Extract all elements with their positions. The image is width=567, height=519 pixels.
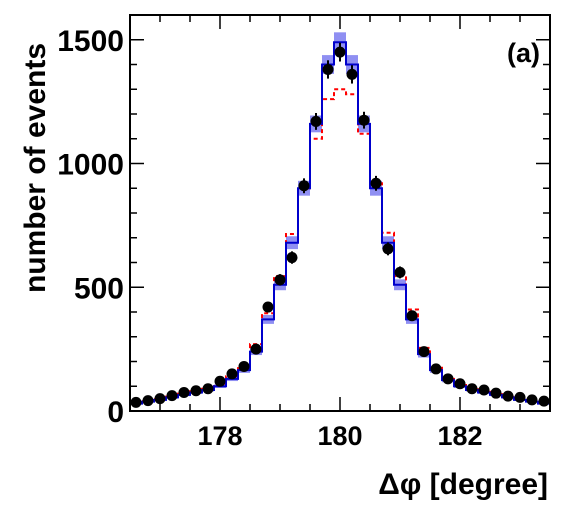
data-point	[250, 343, 262, 355]
y-axis-label: number of events	[19, 43, 52, 293]
data-point	[214, 375, 226, 387]
data-points-layer	[130, 42, 550, 408]
data-point	[310, 115, 322, 127]
data-point	[202, 383, 214, 395]
data-point	[346, 68, 358, 80]
uncertainty-band-layer	[130, 32, 550, 405]
sim-histogram-line	[130, 41, 550, 405]
data-point	[502, 390, 514, 402]
plot-frame	[129, 14, 551, 412]
data-point	[226, 368, 238, 380]
data-point	[334, 46, 346, 58]
data-point	[478, 384, 490, 396]
panel-label: (a)	[507, 38, 540, 68]
data-point	[466, 383, 478, 395]
data-point	[322, 63, 334, 75]
data-point	[526, 394, 538, 406]
axis-ticks-layer: 178 180 182 0 500 1000 1500	[57, 14, 550, 451]
data-point	[274, 274, 286, 286]
data-point	[394, 266, 406, 278]
data-point	[298, 180, 310, 192]
x-tick-label: 182	[437, 421, 482, 451]
data-point	[514, 391, 526, 403]
data-point	[166, 390, 178, 402]
y-tick-label: 1000	[57, 149, 124, 182]
data-point	[442, 373, 454, 385]
data-point	[190, 385, 202, 397]
data-point	[238, 360, 250, 372]
histogram-layer	[130, 41, 550, 405]
data-point	[538, 395, 550, 407]
data-point	[358, 114, 370, 126]
data-point	[142, 395, 154, 407]
data-point	[178, 386, 190, 398]
y-tick-label: 500	[74, 272, 124, 305]
y-tick-label: 0	[107, 396, 124, 429]
data-point	[262, 301, 274, 313]
y-tick-label: 1500	[57, 25, 124, 58]
data-point	[430, 363, 442, 375]
alt-sim-histogram-line	[130, 88, 550, 405]
data-point	[490, 387, 502, 399]
data-point	[454, 378, 466, 390]
data-point	[382, 243, 394, 255]
x-tick-label: 180	[317, 421, 362, 451]
x-tick-label: 178	[197, 421, 242, 451]
data-point	[286, 252, 298, 264]
data-point	[406, 310, 418, 322]
data-point	[154, 393, 166, 405]
data-point	[370, 177, 382, 189]
data-point	[418, 346, 430, 358]
x-axis-label: Δφ [degree]	[378, 468, 548, 501]
data-point	[130, 396, 142, 408]
